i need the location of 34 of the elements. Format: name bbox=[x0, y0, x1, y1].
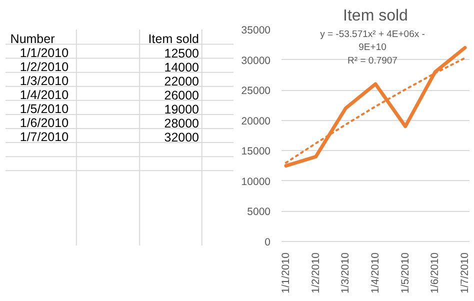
x-tick-label: 1/1/2010 bbox=[280, 252, 292, 294]
annotation: y = -53.571x² + 4E+06x - 9E+10 bbox=[320, 28, 425, 54]
data-label: 32000 bbox=[164, 130, 200, 145]
text: Number bbox=[10, 32, 55, 46]
text: Item sold bbox=[148, 32, 200, 46]
data-label: 28000 bbox=[164, 116, 200, 131]
data-label: 14000 bbox=[164, 60, 200, 74]
y-tick-label: 15000 bbox=[241, 146, 271, 158]
x-tick-label: 1/7/2010 bbox=[459, 252, 472, 294]
x-tick-label: 1/3/2010 bbox=[340, 252, 352, 294]
category-label: 1/4/2010 bbox=[20, 88, 69, 102]
data-label: 22000 bbox=[164, 74, 200, 88]
y-tick-label: 10000 bbox=[241, 176, 271, 188]
data-label: 12500 bbox=[164, 46, 200, 60]
chart-title: Item sold bbox=[343, 8, 408, 24]
y-tick-label: 35000 bbox=[241, 24, 271, 36]
x-tick-label: 1/4/2010 bbox=[370, 252, 382, 294]
x-tick-label: 1/6/2010 bbox=[429, 252, 442, 294]
y-tick-label: 25000 bbox=[241, 85, 271, 98]
y-tick-label: 30000 bbox=[241, 54, 271, 67]
annotation: R² = 0.7907 bbox=[348, 55, 398, 66]
y-tick-label: 0 bbox=[264, 236, 271, 248]
y-tick-label: 5000 bbox=[247, 206, 271, 218]
category-label: 1/6/2010 bbox=[20, 116, 69, 130]
data-label: 19000 bbox=[164, 102, 200, 117]
category-label: 1/1/2010 bbox=[20, 46, 69, 60]
category-label: 1/7/2010 bbox=[20, 130, 69, 144]
category-label: 1/5/2010 bbox=[20, 102, 69, 116]
x-tick-label: 1/5/2010 bbox=[399, 252, 412, 294]
data-label: 26000 bbox=[164, 88, 200, 103]
x-tick-label: 1/2/2010 bbox=[310, 252, 322, 294]
y-tick-label: 20000 bbox=[241, 115, 271, 128]
category-label: 1/3/2010 bbox=[20, 74, 69, 88]
category-label: 1/2/2010 bbox=[20, 60, 69, 74]
